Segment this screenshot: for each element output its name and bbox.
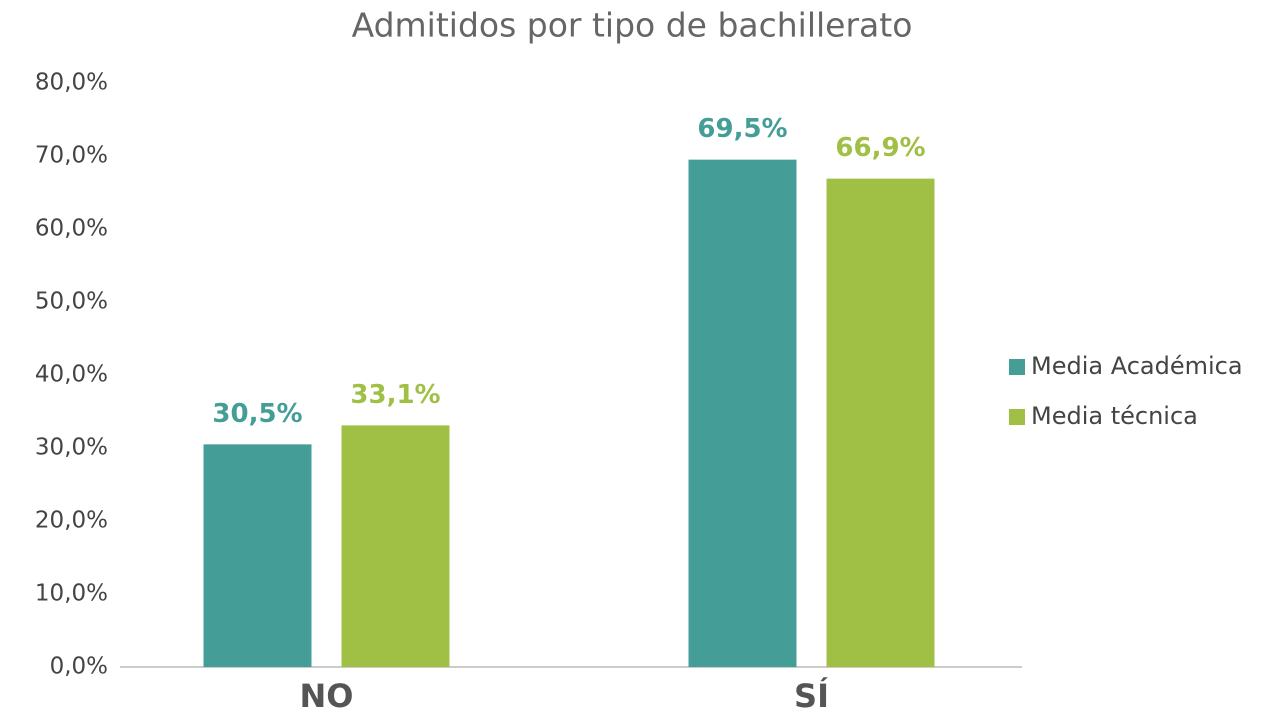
y-tick-label: 10,0% (35, 581, 108, 607)
y-tick-label: 40,0% (35, 362, 108, 388)
bar (688, 159, 797, 667)
bar (203, 444, 312, 667)
y-tick-label: 20,0% (35, 508, 108, 534)
y-tick-label: 80,0% (35, 70, 108, 96)
value-label: 66,9% (835, 133, 925, 163)
value-label: 30,5% (212, 399, 302, 429)
value-label: 33,1% (350, 380, 440, 410)
y-tick-label: 60,0% (35, 216, 108, 242)
legend-label: Media Académica (1031, 352, 1243, 380)
y-tick-label: 70,0% (35, 143, 108, 169)
y-tick-label: 30,0% (35, 435, 108, 461)
y-tick-label: 0,0% (50, 654, 108, 680)
x-tick-label: NO (300, 677, 354, 715)
legend-label: Media técnica (1031, 402, 1198, 430)
value-label: 69,5% (697, 114, 787, 144)
legend-swatch (1009, 409, 1025, 425)
x-tick-label: SÍ (794, 677, 829, 715)
bar (341, 425, 450, 667)
chart-title: Admitidos por tipo de bachillerato (352, 6, 913, 45)
y-tick-label: 50,0% (35, 289, 108, 315)
legend-swatch (1009, 359, 1025, 375)
bar (826, 178, 935, 667)
